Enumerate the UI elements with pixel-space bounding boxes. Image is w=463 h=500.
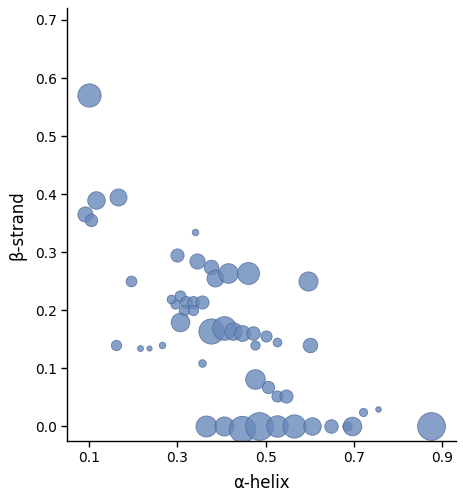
Point [112,341,119,349]
Point [206,326,214,334]
Point [206,262,214,270]
Point [237,426,244,434]
Point [114,193,121,201]
Point [347,422,355,430]
Point [327,422,334,430]
Point [92,196,99,204]
Point [237,330,244,338]
Point [211,274,218,282]
Point [273,338,280,346]
Point [282,392,289,400]
Point [193,257,200,265]
Y-axis label: β-strand: β-strand [8,190,26,260]
Point [198,358,205,366]
Point [250,341,258,349]
Point [182,298,190,306]
Point [262,332,269,340]
Point [303,277,311,285]
Point [175,292,183,300]
Point [264,384,271,392]
Point [273,392,280,400]
Point [248,330,256,338]
Point [250,375,258,383]
Point [191,228,199,236]
Point [198,298,205,306]
Point [219,422,227,430]
Point [224,268,232,276]
Point [358,408,366,416]
Point [219,324,227,332]
Point [308,422,315,430]
X-axis label: α-helix: α-helix [232,474,289,492]
Point [273,422,280,430]
Point [180,306,188,314]
Point [85,92,93,100]
Point [189,298,196,306]
Point [175,318,183,326]
Point [173,251,181,259]
Point [145,344,152,352]
Point [228,326,236,334]
Point [343,422,350,430]
Point [244,268,251,276]
Point [81,210,88,218]
Point [167,294,174,302]
Point [290,422,298,430]
Point [127,277,135,285]
Point [136,344,144,352]
Point [427,422,434,430]
Point [171,300,179,308]
Point [306,341,313,349]
Point [88,216,95,224]
Point [255,422,263,430]
Point [374,405,381,413]
Point [158,341,165,349]
Point [202,422,209,430]
Point [189,306,196,314]
